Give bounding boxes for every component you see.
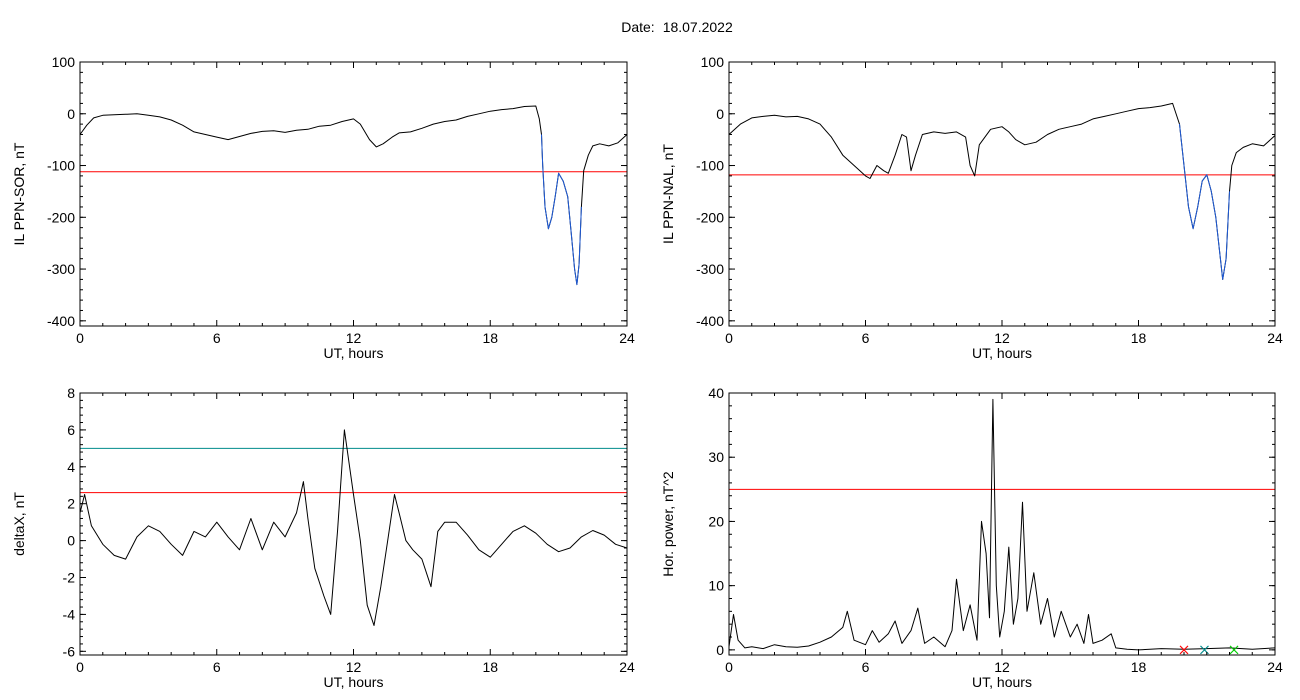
plot-frame: [79, 392, 628, 656]
y-tick-label: -400: [696, 313, 724, 329]
y-tick-label: -4: [63, 606, 76, 622]
x-axis-label: UT, hours: [972, 345, 1032, 361]
x-tick-label: 24: [1267, 330, 1283, 346]
y-axis-label: IL PPN-SOR, nT: [11, 142, 27, 245]
y-tick-label: -200: [696, 209, 724, 225]
y-tick-label: 0: [67, 533, 75, 549]
x-tick-label: 18: [1131, 330, 1147, 346]
y-tick-label: 40: [708, 385, 724, 401]
y-tick-label: -400: [47, 313, 75, 329]
date-label: Date:: [621, 19, 655, 35]
event-marker: [1200, 645, 1209, 655]
y-tick-label: 4: [67, 459, 75, 475]
page-title: Date: 18.07.2022: [0, 19, 1300, 35]
y-tick-label: 8: [67, 385, 75, 401]
y-tick-label: 100: [701, 54, 725, 70]
y-tick-label: -100: [47, 158, 75, 174]
y-axis-label: Hor. power, nT^2: [660, 471, 676, 577]
x-axis-label: UT, hours: [972, 674, 1032, 690]
y-tick-label: 100: [52, 54, 76, 70]
y-tick-label: -100: [696, 158, 724, 174]
x-tick-label: 18: [482, 330, 498, 346]
x-tick-label: 0: [76, 330, 84, 346]
x-axis-label: UT, hours: [324, 674, 384, 690]
y-tick-label: -6: [63, 643, 76, 659]
y-tick-label: 0: [67, 106, 75, 122]
series-line: [79, 429, 628, 626]
x-tick-label: 0: [725, 330, 733, 346]
x-axis-label: UT, hours: [324, 345, 384, 361]
x-tick-label: 24: [1267, 659, 1283, 675]
x-tick-label: 24: [619, 330, 635, 346]
event-marker: [1229, 645, 1239, 655]
x-tick-label: 0: [725, 659, 733, 675]
x-tick-label: 6: [213, 330, 221, 346]
series-line: [728, 102, 1276, 280]
y-tick-label: 6: [67, 422, 75, 438]
x-tick-label: 12: [994, 659, 1010, 675]
y-tick-label: 0: [716, 106, 724, 122]
y-tick-label: 2: [67, 496, 75, 512]
y-tick-label: 30: [708, 449, 724, 465]
series-line: [728, 398, 1276, 651]
y-tick-label: -200: [47, 209, 75, 225]
y-axis-label: deltaX, nT: [11, 492, 27, 556]
series-line: [79, 105, 628, 286]
event-marker: [1179, 645, 1189, 655]
y-tick-label: 10: [708, 578, 724, 594]
highlighted-segment: [541, 134, 582, 286]
panel-il-ppn-nal: 0 6 12 18 24 -400 -300 -200 -100 0 100 UT, hours IL …: [660, 54, 1283, 361]
x-tick-label: 6: [862, 659, 870, 675]
panel-il-ppn-sor: 0 6 12 18 24 -400 -300 -200 -100 0 100 UT, hours IL …: [11, 54, 635, 361]
plot-frame: [728, 61, 1276, 327]
highlighted-segment: [1179, 124, 1230, 280]
x-tick-label: 6: [862, 330, 870, 346]
x-tick-label: 24: [619, 659, 635, 675]
y-axis-label: IL PPN-NAL, nT: [660, 144, 676, 244]
x-tick-label: 12: [346, 330, 362, 346]
y-tick-label: -300: [47, 261, 75, 277]
y-tick-label: 20: [708, 513, 724, 529]
panel-hor-power: 0 6 12 18 24 0 10 20 30 40 UT, hours Hor. power, nT…: [660, 385, 1283, 690]
plot-frame: [79, 61, 628, 327]
x-tick-label: 18: [482, 659, 498, 675]
y-tick-label: -300: [696, 261, 724, 277]
x-tick-label: 0: [76, 659, 84, 675]
x-tick-label: 6: [213, 659, 221, 675]
x-tick-label: 12: [994, 330, 1010, 346]
x-tick-label: 18: [1131, 659, 1147, 675]
date-value: 18.07.2022: [662, 19, 733, 35]
plot-frame: [728, 392, 1276, 656]
x-tick-label: 12: [346, 659, 362, 675]
y-tick-label: -2: [63, 570, 76, 586]
y-tick-label: 0: [716, 642, 724, 658]
